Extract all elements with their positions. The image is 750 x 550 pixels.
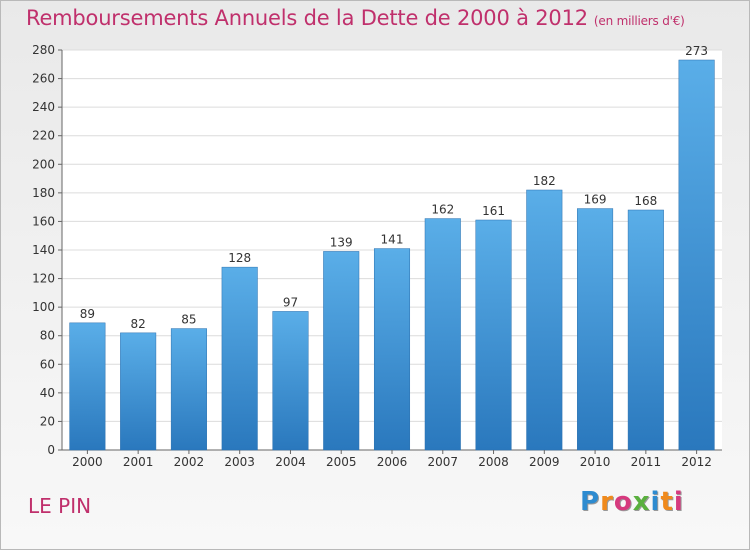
data-label: 162 <box>431 203 454 217</box>
data-label: 161 <box>482 204 505 218</box>
y-tick-label: 200 <box>32 157 55 171</box>
bar <box>69 322 106 451</box>
x-tick-label: 2000 <box>72 455 103 469</box>
y-tick-label: 20 <box>40 414 55 428</box>
y-tick-label: 120 <box>32 272 55 286</box>
data-label: 169 <box>584 193 607 207</box>
bar <box>526 189 563 451</box>
data-label: 89 <box>80 307 95 321</box>
x-tick-label: 2007 <box>427 455 458 469</box>
data-label: 139 <box>330 235 353 249</box>
x-tick-label: 2008 <box>478 455 509 469</box>
chart-unit: (en milliers d'€) <box>593 14 685 28</box>
chart-title: Remboursements Annuels de la Dette de 20… <box>26 6 685 36</box>
y-tick-label: 260 <box>32 72 55 86</box>
bar <box>272 311 309 451</box>
y-tick-label: 160 <box>32 214 55 228</box>
bar <box>170 328 207 451</box>
data-label: 141 <box>381 233 404 247</box>
y-tick-label: 100 <box>32 300 55 314</box>
data-label: 85 <box>181 313 196 327</box>
bar <box>475 219 512 451</box>
x-tick-label: 2005 <box>326 455 357 469</box>
logo-letter: x <box>632 487 651 517</box>
x-tick-label: 2006 <box>377 455 408 469</box>
y-tick-label: 140 <box>32 243 55 257</box>
y-tick-label: 40 <box>40 386 55 400</box>
bar <box>221 266 258 451</box>
data-label: 82 <box>131 317 146 331</box>
y-tick-label: 280 <box>32 43 55 57</box>
bar <box>120 332 157 451</box>
chart-title-text: Remboursements Annuels de la Dette de 20… <box>26 6 588 30</box>
x-tick-label: 2004 <box>275 455 306 469</box>
commune-name: LE PIN <box>28 494 92 518</box>
bar <box>577 208 614 451</box>
y-tick-label: 240 <box>32 100 55 114</box>
data-label: 273 <box>685 44 708 58</box>
x-tick-label: 2001 <box>123 455 154 469</box>
data-label: 97 <box>283 295 298 309</box>
data-label: 128 <box>228 251 251 265</box>
logo-letter: i <box>673 487 684 517</box>
bar <box>678 59 715 451</box>
y-tick-label: 180 <box>32 186 55 200</box>
logo-letter: i <box>650 487 661 517</box>
logo-letter: P <box>580 487 601 517</box>
bar <box>424 218 461 451</box>
x-tick-label: 2010 <box>580 455 611 469</box>
x-tick-label: 2002 <box>174 455 205 469</box>
x-tick-label: 2011 <box>631 455 662 469</box>
x-tick-label: 2003 <box>224 455 255 469</box>
x-tick-label: 2009 <box>529 455 560 469</box>
logo-letter: t <box>660 487 674 517</box>
x-tick-label: 2012 <box>681 455 712 469</box>
y-tick-label: 220 <box>32 129 55 143</box>
bar <box>627 209 664 451</box>
data-label: 182 <box>533 174 556 188</box>
bar <box>373 248 411 451</box>
y-tick-label: 60 <box>40 357 55 371</box>
y-tick-label: 0 <box>47 443 55 457</box>
data-label: 168 <box>634 194 657 208</box>
logo-letter: r <box>600 487 614 517</box>
bar <box>323 251 360 451</box>
logo-letter: o <box>613 487 633 517</box>
proxiti-logo: Proxiti <box>580 487 684 517</box>
y-tick-label: 80 <box>40 329 55 343</box>
